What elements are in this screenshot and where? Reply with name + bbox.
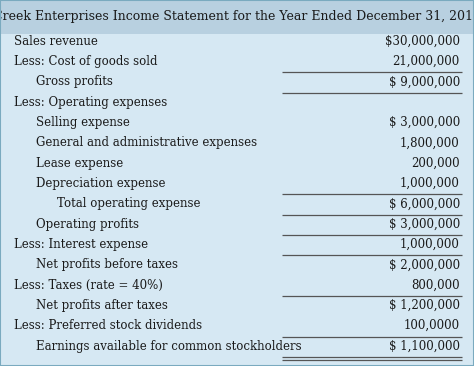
Text: Less: Operating expenses: Less: Operating expenses — [14, 96, 167, 109]
Text: 1,800,000: 1,800,000 — [400, 137, 460, 149]
Text: 800,000: 800,000 — [411, 279, 460, 292]
Text: Creek Enterprises Income Statement for the Year Ended December 31, 2015: Creek Enterprises Income Statement for t… — [0, 10, 474, 23]
Text: Less: Interest expense: Less: Interest expense — [14, 238, 148, 251]
Text: 1,000,000: 1,000,000 — [400, 238, 460, 251]
Text: General and administrative expenses: General and administrative expenses — [36, 137, 257, 149]
Text: Gross profits: Gross profits — [36, 75, 112, 89]
Text: Less: Cost of goods sold: Less: Cost of goods sold — [14, 55, 158, 68]
Text: Lease expense: Lease expense — [36, 157, 123, 170]
Text: Selling expense: Selling expense — [36, 116, 129, 129]
Text: 100,0000: 100,0000 — [404, 319, 460, 332]
Text: $ 1,100,000: $ 1,100,000 — [389, 340, 460, 352]
Text: $ 2,000,000: $ 2,000,000 — [389, 258, 460, 271]
Text: 21,000,000: 21,000,000 — [392, 55, 460, 68]
Text: Earnings available for common stockholders: Earnings available for common stockholde… — [36, 340, 301, 352]
Text: 200,000: 200,000 — [411, 157, 460, 170]
Text: Less: Preferred stock dividends: Less: Preferred stock dividends — [14, 319, 202, 332]
Text: Total operating expense: Total operating expense — [57, 197, 201, 210]
Bar — [0, 0, 474, 34]
Text: $ 3,000,000: $ 3,000,000 — [389, 218, 460, 231]
Text: $ 6,000,000: $ 6,000,000 — [389, 197, 460, 210]
Text: Net profits after taxes: Net profits after taxes — [36, 299, 167, 312]
Text: Sales revenue: Sales revenue — [14, 35, 98, 48]
Text: $30,000,000: $30,000,000 — [385, 35, 460, 48]
Text: $ 3,000,000: $ 3,000,000 — [389, 116, 460, 129]
Text: $ 9,000,000: $ 9,000,000 — [389, 75, 460, 89]
Text: Depreciation expense: Depreciation expense — [36, 177, 165, 190]
Text: $ 1,200,000: $ 1,200,000 — [389, 299, 460, 312]
Text: 1,000,000: 1,000,000 — [400, 177, 460, 190]
Text: Operating profits: Operating profits — [36, 218, 138, 231]
Text: Net profits before taxes: Net profits before taxes — [36, 258, 178, 271]
Text: Less: Taxes (rate = 40%): Less: Taxes (rate = 40%) — [14, 279, 163, 292]
